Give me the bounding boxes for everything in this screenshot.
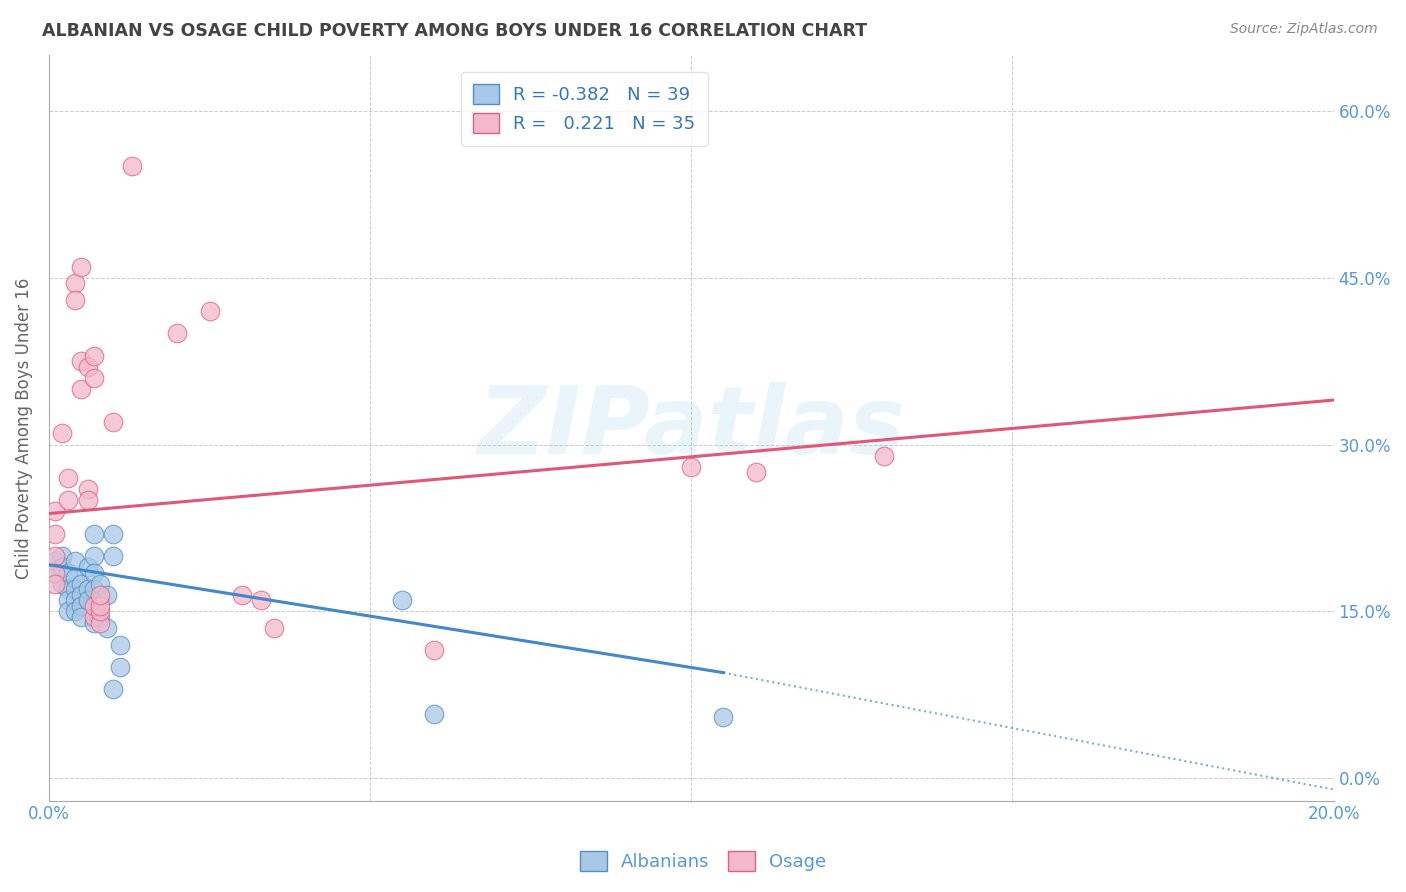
Point [51, 426, 73, 441]
Point [51, 549, 73, 563]
Legend: R = -0.382   N = 39, R =   0.221   N = 35: R = -0.382 N = 39, R = 0.221 N = 35 [461, 71, 709, 145]
Point [103, 526, 125, 541]
Point [103, 682, 125, 697]
Point [44, 554, 66, 568]
Point [70, 610, 93, 624]
Point [51, 576, 73, 591]
Point [89, 588, 111, 602]
Point [681, 459, 703, 474]
Point [44, 566, 66, 580]
Point [198, 304, 221, 318]
Point [83, 566, 105, 580]
Point [89, 599, 111, 613]
Point [70, 382, 93, 396]
Point [96, 588, 118, 602]
Point [83, 371, 105, 385]
Point [89, 605, 111, 619]
Point [76, 582, 98, 597]
Point [391, 593, 413, 607]
Point [89, 610, 111, 624]
Point [58, 605, 80, 619]
Point [44, 576, 66, 591]
Point [76, 482, 98, 496]
Point [63, 554, 86, 568]
Text: ALBANIAN VS OSAGE CHILD POVERTY AMONG BOYS UNDER 16 CORRELATION CHART: ALBANIAN VS OSAGE CHILD POVERTY AMONG BO… [42, 22, 868, 40]
Point [83, 526, 105, 541]
Point [121, 160, 143, 174]
Point [103, 415, 125, 429]
Point [873, 449, 896, 463]
Point [58, 566, 80, 580]
Point [63, 605, 86, 619]
Point [83, 549, 105, 563]
Point [44, 526, 66, 541]
Point [63, 277, 86, 291]
Point [44, 549, 66, 563]
Point [44, 566, 66, 580]
Point [58, 471, 80, 485]
Point [63, 293, 86, 307]
Point [76, 359, 98, 374]
Point [83, 349, 105, 363]
Point [744, 466, 766, 480]
Point [108, 660, 131, 674]
Point [89, 576, 111, 591]
Point [70, 354, 93, 368]
Point [166, 326, 188, 341]
Point [83, 582, 105, 597]
Point [423, 643, 446, 657]
Point [63, 582, 86, 597]
Point [76, 493, 98, 508]
Legend: Albanians, Osage: Albanians, Osage [572, 844, 834, 879]
Point [83, 599, 105, 613]
Point [103, 549, 125, 563]
Point [263, 621, 285, 635]
Point [231, 588, 253, 602]
Point [63, 571, 86, 585]
Point [83, 610, 105, 624]
Point [58, 593, 80, 607]
Point [70, 588, 93, 602]
Text: Source: ZipAtlas.com: Source: ZipAtlas.com [1230, 22, 1378, 37]
Point [250, 593, 273, 607]
Point [70, 576, 93, 591]
Point [89, 615, 111, 630]
Point [76, 560, 98, 574]
Point [58, 582, 80, 597]
Point [423, 706, 446, 721]
Point [76, 593, 98, 607]
Point [44, 504, 66, 518]
Point [96, 621, 118, 635]
Point [83, 615, 105, 630]
Text: ZIPatlas: ZIPatlas [477, 382, 905, 474]
Point [58, 493, 80, 508]
Point [70, 599, 93, 613]
Point [89, 593, 111, 607]
Point [713, 710, 735, 724]
Point [51, 560, 73, 574]
Point [70, 260, 93, 274]
Point [63, 593, 86, 607]
Point [108, 638, 131, 652]
Y-axis label: Child Poverty Among Boys Under 16: Child Poverty Among Boys Under 16 [15, 277, 32, 579]
